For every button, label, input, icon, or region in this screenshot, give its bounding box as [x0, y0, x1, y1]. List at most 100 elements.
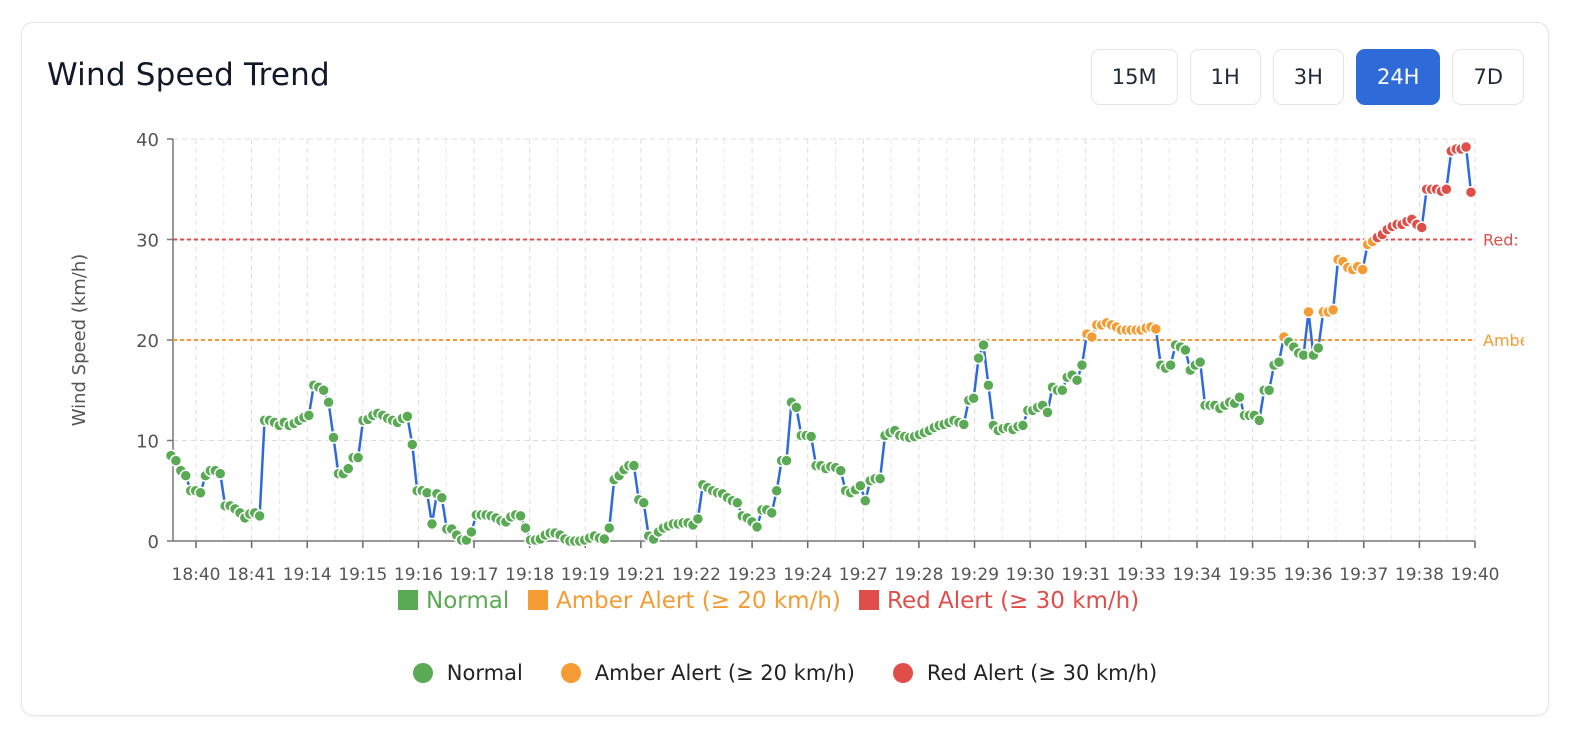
- data-point: [302, 409, 316, 422]
- x-tick-label: 19:22: [672, 565, 721, 585]
- legend-item-normal[interactable]: Normal: [412, 661, 523, 685]
- data-point: [194, 486, 207, 500]
- legend-dot-red: [892, 663, 913, 683]
- x-tick-label: 19:18: [505, 565, 554, 585]
- x-tick-label: 19:14: [283, 565, 332, 585]
- data-point: [425, 517, 439, 531]
- x-tick-label: 19:40: [1451, 565, 1500, 585]
- data-point: [1253, 414, 1266, 427]
- x-tick-label: 19:37: [1339, 565, 1388, 585]
- legend-item-amber[interactable]: Amber Alert (≥ 20 km/h): [560, 661, 855, 685]
- time-range-selector: 15M 1H 3H 24H 7D: [1090, 49, 1524, 105]
- data-point: [179, 469, 193, 482]
- x-tick-label: 19:24: [783, 565, 832, 585]
- data-point: [1415, 221, 1429, 234]
- data-point: [804, 430, 818, 443]
- chart-title: Wind Speed Trend: [47, 57, 330, 93]
- data-point: [401, 410, 414, 423]
- data-point: [1459, 140, 1473, 154]
- data-point: [514, 509, 527, 523]
- x-tick-label: 19:38: [1395, 565, 1444, 585]
- x-tick-label: 19:19: [561, 565, 610, 585]
- data-point: [327, 431, 340, 444]
- data-point: [1085, 330, 1099, 344]
- legend-top-swatch: [528, 590, 548, 610]
- data-point: [873, 472, 887, 485]
- legend-top-swatch: [859, 590, 879, 610]
- x-tick-label: 19:35: [1228, 565, 1277, 585]
- range-button-24h[interactable]: 24H: [1355, 49, 1441, 105]
- data-point: [213, 467, 227, 480]
- x-tick-label: 19:34: [1172, 565, 1221, 585]
- data-point: [834, 464, 847, 477]
- data-point: [317, 384, 330, 397]
- data-point: [1056, 384, 1069, 397]
- y-tick-label: 30: [136, 231, 159, 252]
- legend-label-red: Red Alert (≥ 30 km/h): [926, 661, 1158, 685]
- data-point: [1312, 341, 1325, 355]
- x-tick-label: 19:30: [1006, 565, 1055, 585]
- range-button-1h[interactable]: 1H: [1189, 49, 1261, 105]
- data-point: [406, 438, 419, 451]
- legend-top-label: Amber Alert (≥ 20 km/h): [556, 588, 841, 614]
- data-point: [1193, 355, 1207, 369]
- x-tick-label: 19:36: [1284, 565, 1333, 585]
- y-tick-label: 40: [136, 130, 159, 151]
- y-tick-label: 10: [136, 432, 159, 453]
- data-point: [1356, 263, 1369, 276]
- legend-item-red[interactable]: Red Alert (≥ 30 km/h): [892, 661, 1158, 685]
- x-tick-label: 19:17: [450, 565, 499, 585]
- legend-label-normal: Normal: [446, 661, 523, 685]
- data-point: [1272, 355, 1286, 369]
- range-button-15m[interactable]: 15M: [1090, 49, 1178, 105]
- x-tick-label: 18:40: [172, 565, 221, 585]
- x-tick-label: 19:21: [616, 565, 665, 585]
- data-point: [1179, 343, 1192, 357]
- data-point: [1233, 391, 1246, 404]
- legend-dot-amber: [560, 663, 581, 683]
- data-point: [977, 338, 990, 352]
- data-point: [731, 496, 744, 510]
- data-point: [1440, 183, 1453, 196]
- x-tick-label: 19:23: [728, 565, 777, 585]
- data-point: [253, 509, 266, 523]
- data-point: [1075, 358, 1089, 372]
- y-tick-label: 0: [148, 532, 159, 553]
- data-point: [790, 401, 803, 414]
- data-point: [519, 521, 532, 535]
- legend-top-label: Normal: [426, 588, 509, 614]
- wind-speed-line: [170, 145, 1473, 543]
- threshold-label-20: Amber: [1483, 331, 1537, 350]
- x-tick-label: 19:31: [1061, 565, 1110, 585]
- x-tick-label: 19:33: [1117, 565, 1166, 585]
- data-point: [1262, 384, 1276, 397]
- data-point: [1164, 358, 1177, 372]
- x-tick-label: 19:27: [839, 565, 888, 585]
- data-point: [1070, 373, 1084, 387]
- data-point: [1326, 303, 1340, 317]
- data-point: [1041, 406, 1054, 419]
- data-point: [1302, 305, 1315, 319]
- data-point: [342, 462, 355, 475]
- y-axis-label: Wind Speed (km/h): [69, 254, 90, 427]
- legend-top-swatch: [398, 590, 418, 610]
- data-point: [637, 496, 650, 510]
- range-button-7d[interactable]: 7D: [1452, 49, 1524, 105]
- legend-dot-normal: [412, 663, 433, 683]
- data-point: [765, 506, 779, 520]
- data-point: [322, 396, 335, 409]
- data-point: [435, 491, 449, 505]
- threshold-label-30: Red:: [1483, 231, 1519, 250]
- x-tick-label: 18:41: [227, 565, 276, 585]
- data-point: [854, 479, 867, 492]
- data-point: [598, 532, 611, 546]
- x-tick-label: 19:29: [950, 565, 999, 585]
- range-button-3h[interactable]: 3H: [1272, 49, 1344, 105]
- data-point: [1149, 322, 1163, 336]
- x-tick-label: 19:15: [338, 565, 387, 585]
- data-point: [627, 459, 641, 472]
- wind-speed-card: Wind Speed Trend 15M 1H 3H 24H 7D 0 10 20 3…: [21, 22, 1549, 716]
- data-point: [1016, 419, 1030, 432]
- data-point: [780, 454, 793, 467]
- y-tick-label: 20: [136, 331, 159, 352]
